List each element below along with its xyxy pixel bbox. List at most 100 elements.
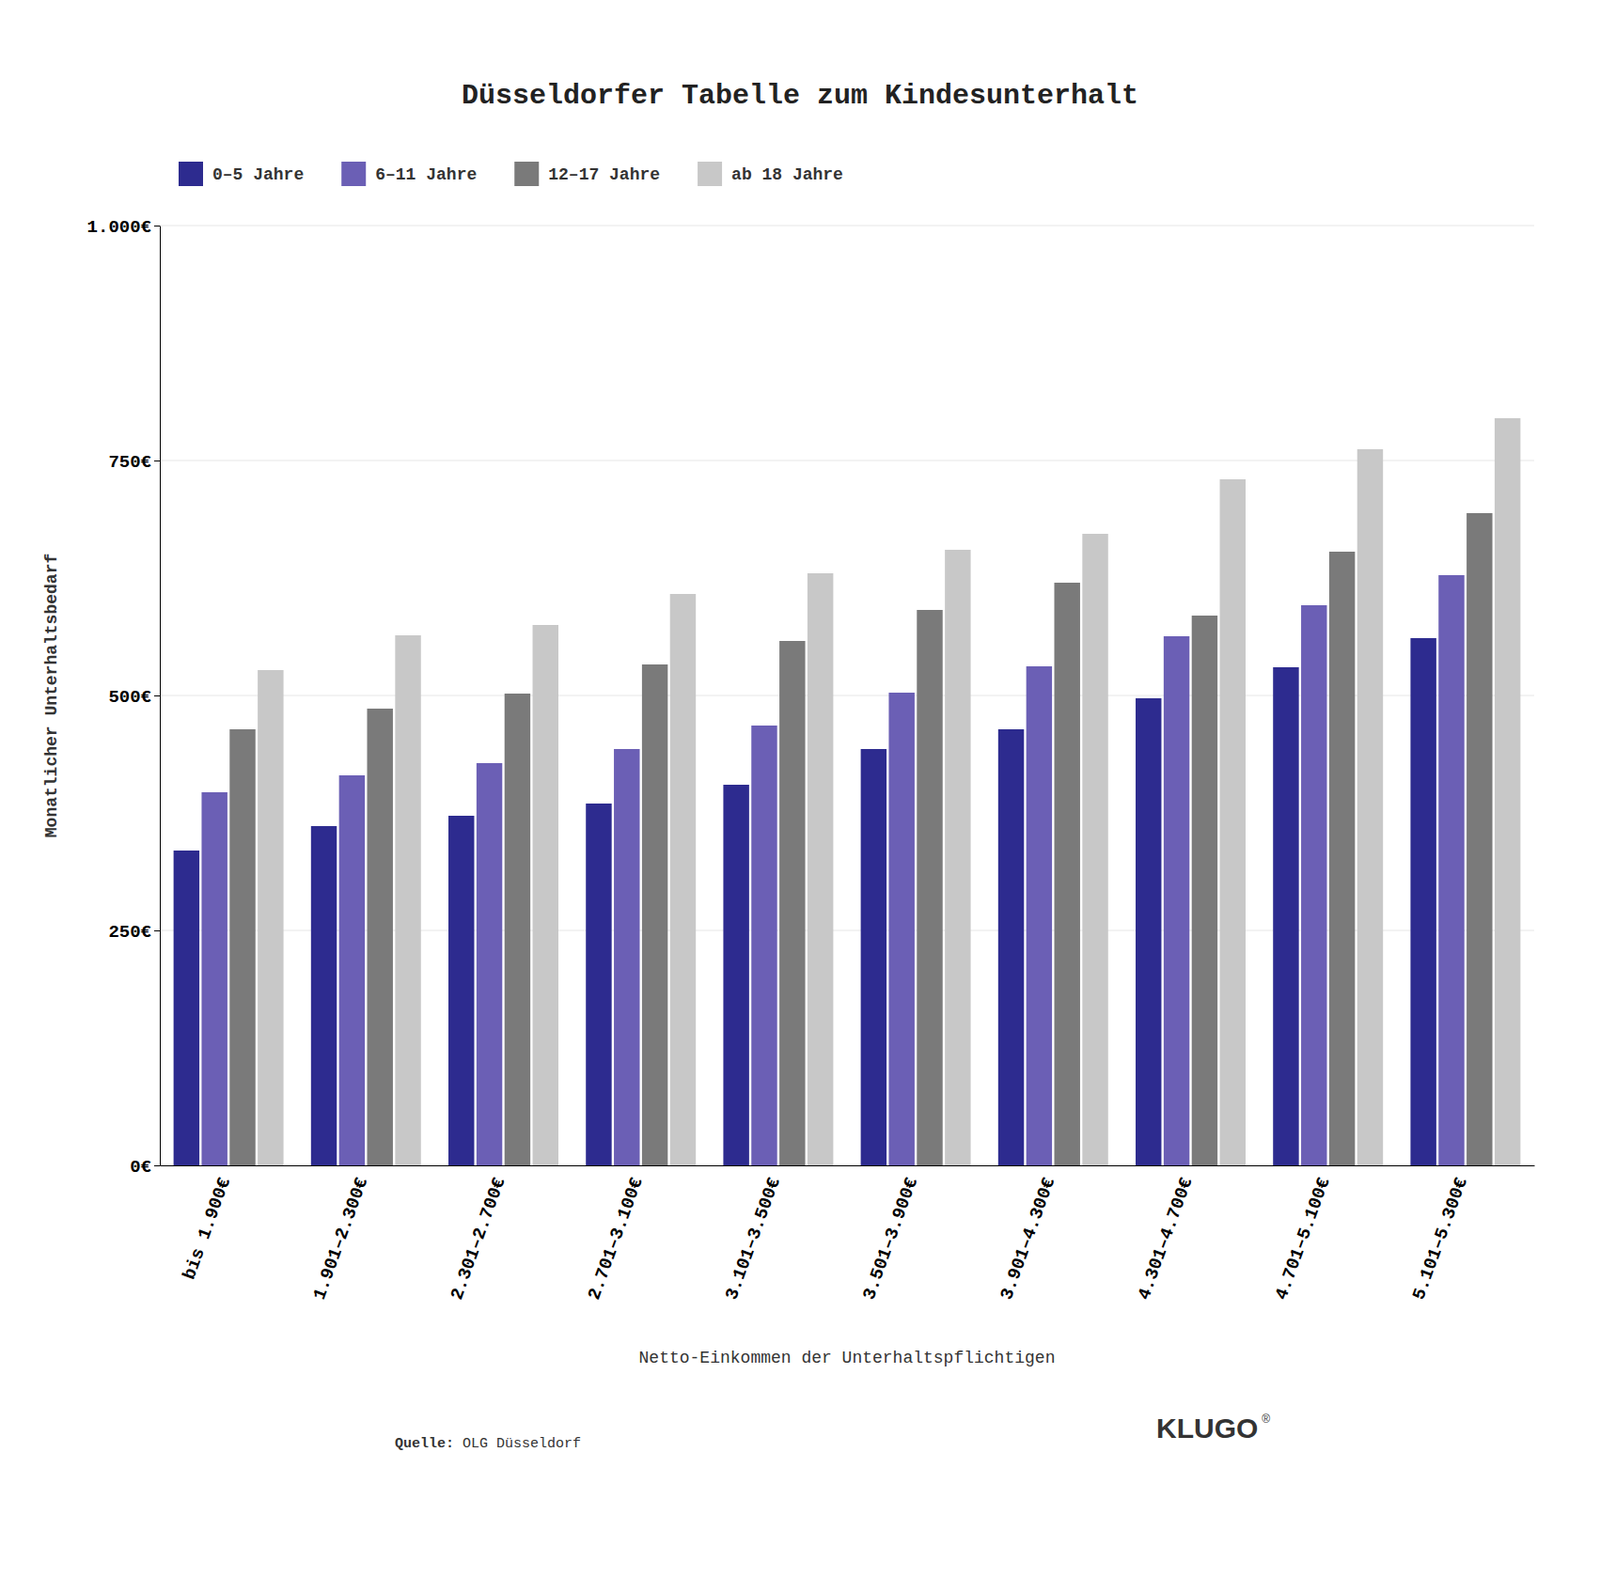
legend-item: 0–5 Jahre: [178, 161, 304, 187]
bar: [1082, 533, 1108, 1166]
x-axis: bis 1.900€ 1.901–2.300€ 2.301–2.700€ 2.701–…: [160, 1165, 1536, 1303]
bar: [916, 610, 942, 1166]
bar: [1438, 575, 1464, 1166]
y-tick-mark: [154, 695, 160, 697]
x-tick: 4.301–4.700€: [1133, 1165, 1197, 1303]
x-tick: 2.301–2.700€: [446, 1165, 510, 1303]
bar: [1272, 667, 1299, 1166]
bar: [1410, 638, 1436, 1166]
bar-series: [229, 513, 1492, 1166]
source: Quelle: OLG Düsseldorf: [394, 1436, 581, 1453]
x-tick: 3.901–4.300€: [996, 1165, 1060, 1303]
bar: [1357, 449, 1383, 1166]
bar: [722, 784, 749, 1166]
y-tick: 750€: [108, 452, 160, 473]
legend-label: 12–17 Jahre: [548, 165, 660, 185]
bar: [339, 775, 365, 1166]
legend-swatch: [514, 161, 539, 187]
source-text: OLG Düsseldorf: [462, 1436, 581, 1453]
y-tick: 1.000€: [87, 217, 160, 238]
legend-item: ab 18 Jahre: [697, 161, 844, 187]
legend: 0–5 Jahre 6–11 Jahre 12–17 Jahre ab 18 Jahr…: [178, 161, 844, 187]
legend-item: 6–11 Jahre: [341, 161, 477, 187]
bars: [173, 418, 1522, 1166]
x-tick-label: bis 1.900€: [179, 1175, 236, 1284]
bar: [229, 729, 255, 1166]
bar-series: [257, 418, 1521, 1166]
x-axis-line: [160, 1165, 1536, 1167]
bar: [888, 692, 914, 1166]
plot-area: 0€ 250€ 500€ 750€ 1.000€ bis 1.900€ 1.901–2.30…: [87, 217, 1536, 1303]
y-tick: 0€: [129, 1157, 160, 1178]
y-tick: 250€: [108, 922, 160, 943]
bar: [1053, 582, 1080, 1166]
y-tick-label: 750€: [108, 452, 152, 473]
bar: [861, 749, 887, 1166]
x-tick: 3.101–3.500€: [721, 1165, 785, 1303]
y-tick-label: 1.000€: [87, 217, 152, 238]
bar: [394, 635, 421, 1166]
x-tick-label: 5.101–5.300€: [1409, 1175, 1473, 1303]
bar: [751, 725, 777, 1166]
bar: [448, 815, 474, 1166]
y-tick-mark: [154, 460, 160, 462]
y-tick-label: 500€: [108, 687, 152, 708]
source-bold: Quelle:: [394, 1436, 455, 1453]
legend-label: 6–11 Jahre: [375, 165, 477, 185]
y-tick-mark: [154, 930, 160, 932]
bar: [944, 549, 971, 1166]
x-tick-label: 2.301–2.700€: [446, 1175, 510, 1303]
x-tick-label: 2.701–3.100€: [583, 1175, 647, 1303]
x-tick-label: 4.301–4.700€: [1133, 1175, 1197, 1303]
bar: [311, 826, 337, 1166]
x-tick: bis 1.900€: [179, 1165, 236, 1284]
x-axis-title: Netto-Einkommen der Unterhaltspflichtige…: [639, 1349, 1056, 1368]
legend-swatch: [341, 161, 366, 187]
logo-text: KLUGO: [1156, 1412, 1258, 1444]
x-tick: 2.701–3.100€: [583, 1165, 647, 1303]
bar: [533, 625, 559, 1166]
y-tick-label: 250€: [108, 922, 152, 943]
y-tick-mark: [154, 225, 160, 227]
y-axis: 0€ 250€ 500€ 750€ 1.000€: [87, 217, 161, 1178]
x-tick: 4.701–5.100€: [1270, 1165, 1334, 1303]
title: Düsseldorfer Tabelle zum Kindesunterhalt: [461, 79, 1139, 112]
legend-label: 0–5 Jahre: [212, 165, 304, 185]
chart-svg: 0€ 250€ 500€ 750€ 1.000€ bis 1.900€ 1.901–2.30…: [0, 0, 1600, 1577]
bar: [642, 664, 668, 1166]
bar: [1466, 513, 1492, 1166]
bar: [1329, 551, 1355, 1166]
bar: [807, 573, 833, 1166]
bar: [1301, 605, 1327, 1166]
x-tick-label: 3.101–3.500€: [721, 1175, 785, 1303]
logo-mark: ®: [1261, 1412, 1271, 1427]
bar: [1192, 615, 1218, 1166]
grid-line: [159, 1165, 1535, 1167]
bar: [779, 641, 805, 1166]
x-tick: 5.101–5.300€: [1409, 1165, 1473, 1303]
x-tick: 3.501–3.900€: [859, 1165, 923, 1303]
bar: [1163, 636, 1190, 1166]
bar: [504, 693, 531, 1166]
x-tick-label: 1.901–2.300€: [309, 1175, 373, 1303]
y-tick-label: 0€: [129, 1157, 152, 1178]
legend-label: ab 18 Jahre: [731, 165, 844, 185]
x-tick-label: 3.901–4.300€: [996, 1175, 1060, 1303]
bar: [613, 749, 640, 1166]
bar: [998, 729, 1024, 1166]
bar-series: [173, 638, 1437, 1166]
legend-item: 12–17 Jahre: [514, 161, 660, 187]
legend-swatch: [697, 161, 722, 187]
bar: [1026, 666, 1052, 1166]
bar: [585, 803, 612, 1166]
bar: [257, 670, 283, 1166]
bar: [476, 763, 502, 1166]
bar: [366, 708, 393, 1166]
x-tick: 1.901–2.300€: [309, 1165, 373, 1303]
bar: [1220, 479, 1246, 1166]
y-axis-line: [159, 226, 161, 1167]
x-tick-label: 4.701–5.100€: [1270, 1175, 1334, 1303]
x-tick-label: 3.501–3.900€: [859, 1175, 923, 1303]
bar: [1494, 418, 1521, 1166]
bar: [670, 594, 696, 1166]
